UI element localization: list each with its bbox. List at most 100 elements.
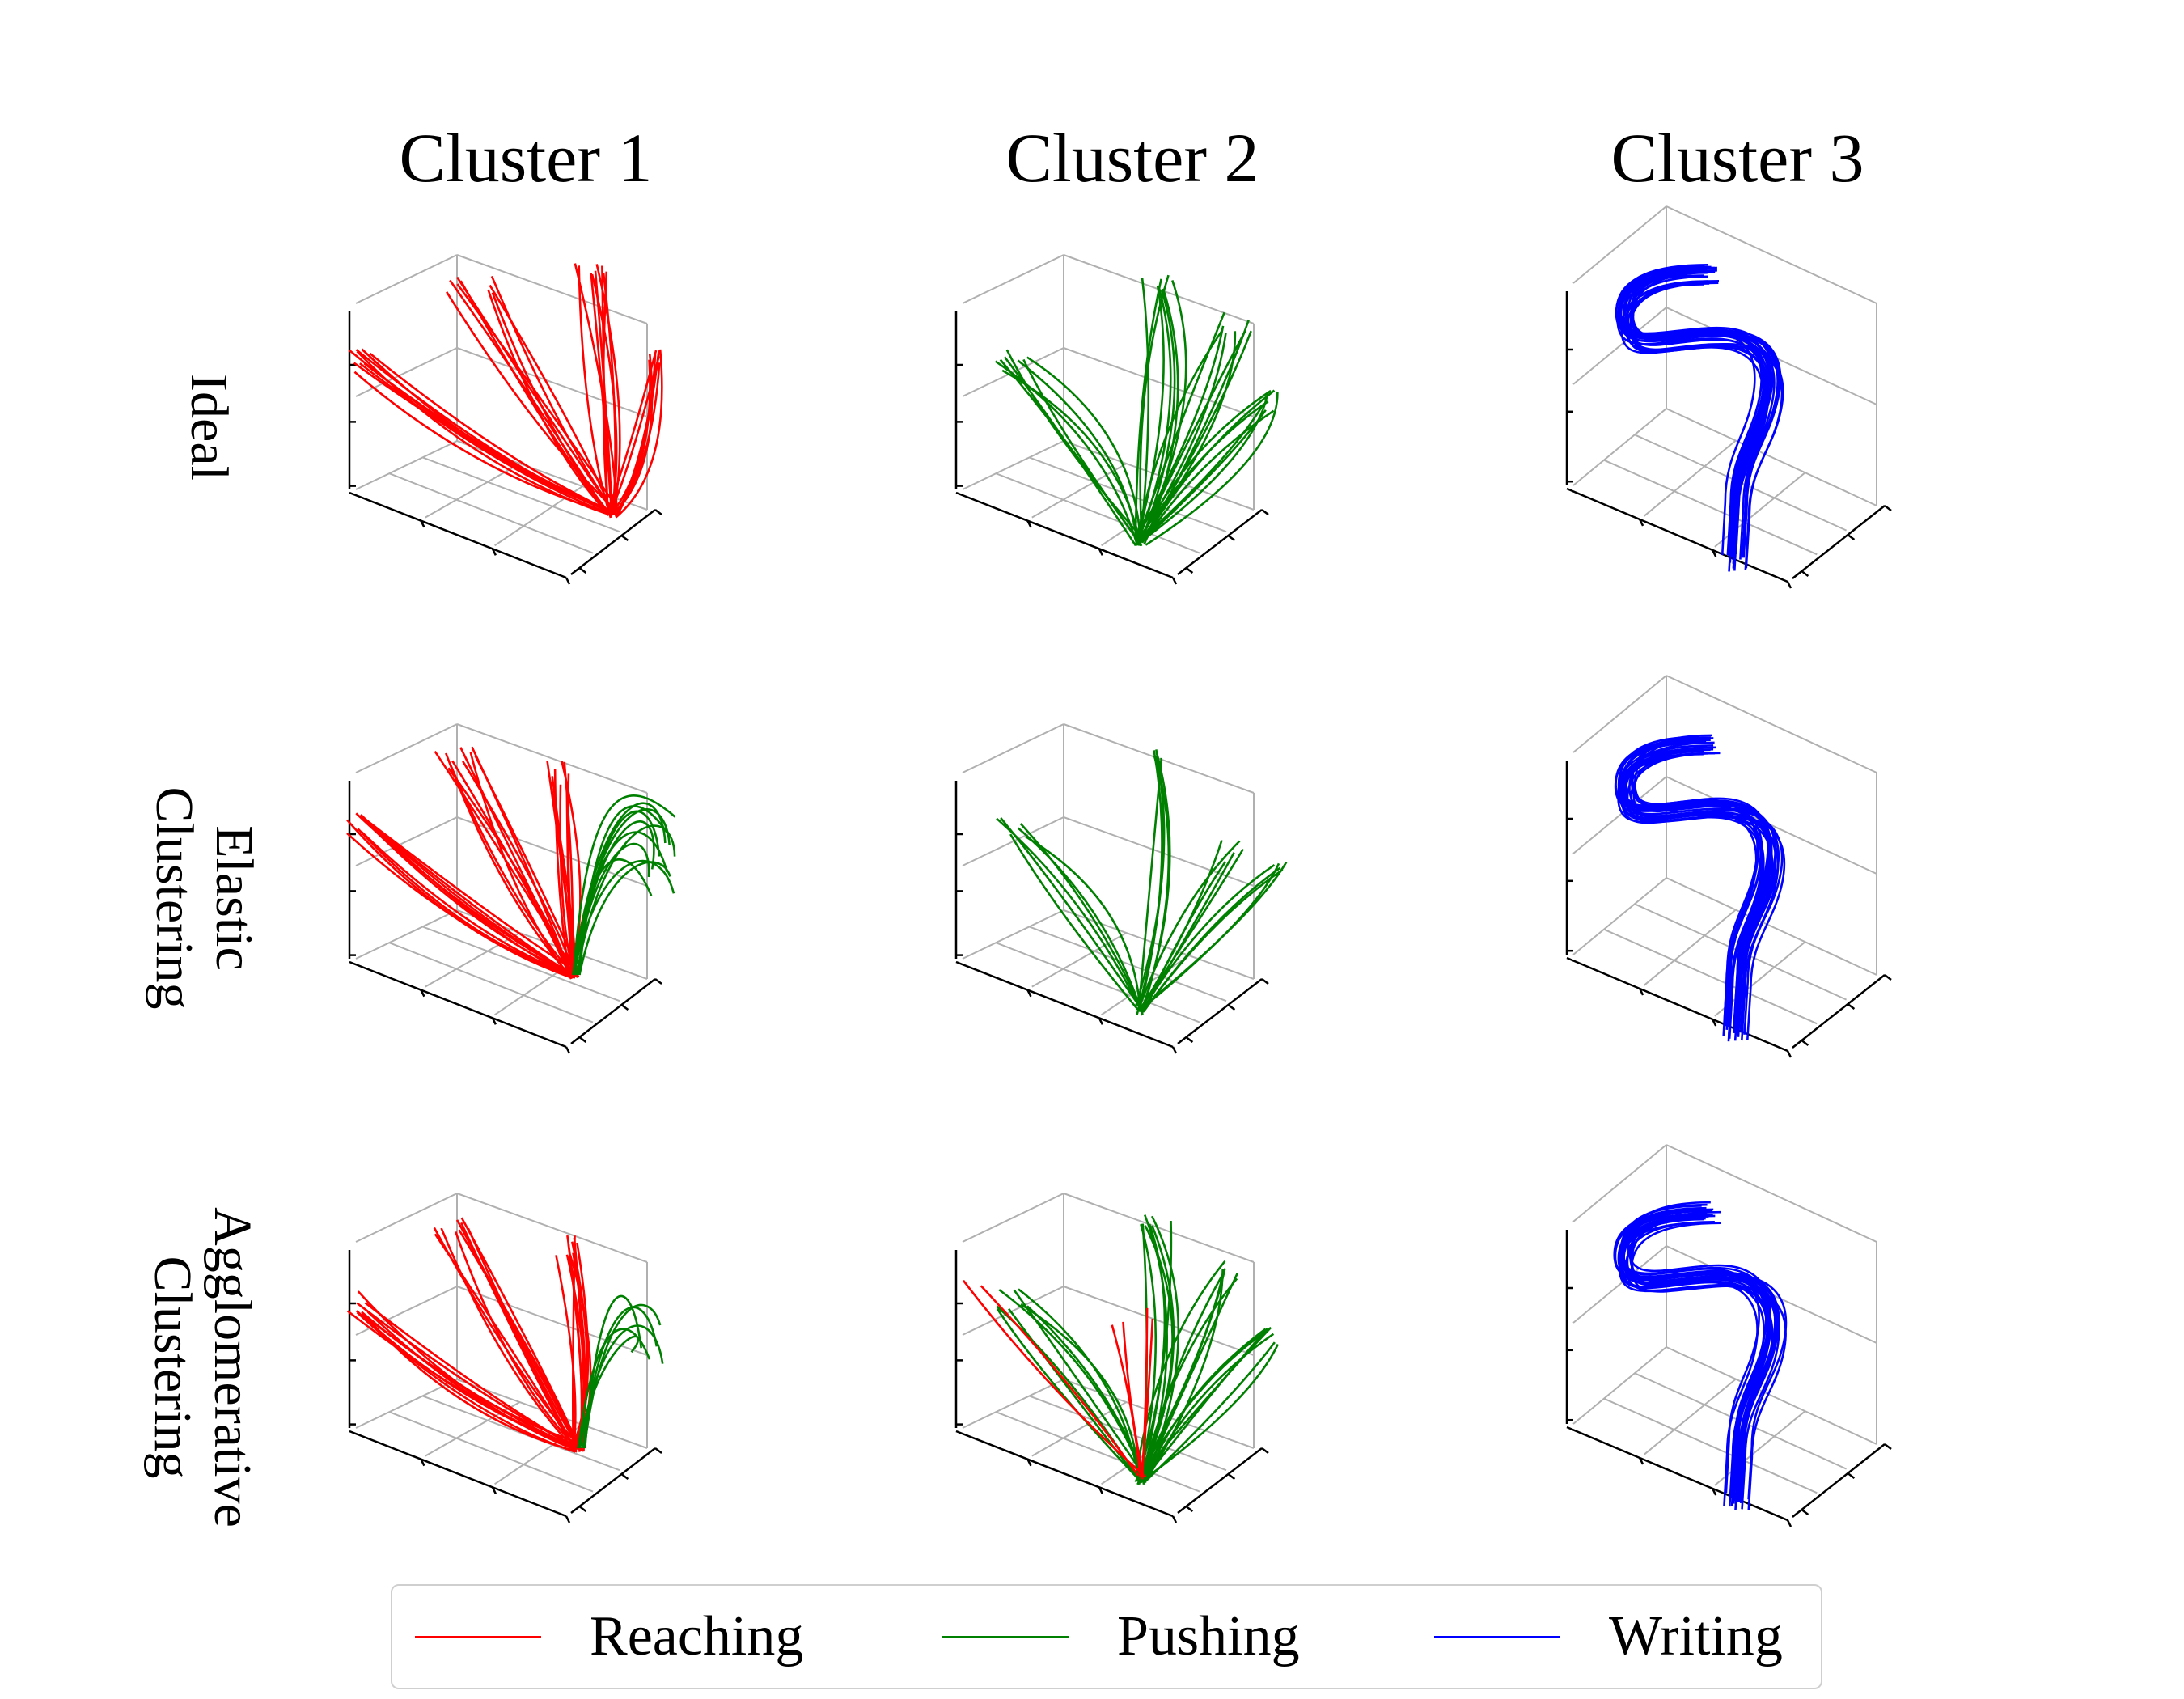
gridline <box>1572 1144 1667 1222</box>
panel-ideal-cluster-1 <box>348 254 663 585</box>
legend-swatch-pushing <box>942 1635 1069 1638</box>
trajectory-line <box>612 362 661 515</box>
axis-line <box>1098 1486 1103 1494</box>
axis-line <box>955 960 1174 1049</box>
axis-line <box>1792 1443 1886 1518</box>
trajectory-line <box>1141 1277 1238 1479</box>
trajectory-line <box>1136 861 1288 1012</box>
trajectory-line <box>456 276 617 517</box>
gridline <box>1603 928 1818 1025</box>
gridline <box>456 1286 648 1356</box>
gridline <box>962 254 1064 304</box>
axis-line <box>1786 1050 1792 1058</box>
axis-line <box>570 1447 656 1514</box>
gridline <box>355 254 458 304</box>
trajectory-line <box>1141 330 1252 541</box>
axis-line <box>654 978 662 985</box>
trajectory-line <box>1111 1324 1141 1477</box>
trajectory-line <box>440 1227 578 1452</box>
axis-line <box>1712 1488 1717 1496</box>
trajectory-line <box>1134 278 1162 540</box>
gridline <box>1666 1144 1877 1243</box>
legend: Reaching Pushing Writing <box>391 1584 1822 1689</box>
trajectory-line <box>1017 359 1139 544</box>
axis-line <box>491 1486 497 1494</box>
axis-line <box>491 1017 497 1025</box>
legend-label-pushing: Pushing <box>1117 1605 1300 1667</box>
panel-elastic-cluster-3 <box>1565 675 1892 1058</box>
trajectory-line <box>1624 265 1763 553</box>
trajectory-line <box>1144 866 1281 1011</box>
gridline <box>1031 463 1128 519</box>
gridline <box>1572 408 1667 486</box>
axis-line <box>570 509 656 575</box>
axis-line <box>1801 570 1809 577</box>
trajectory-line <box>584 1294 642 1449</box>
panel-agglomerative-cluster-3 <box>1565 1144 1892 1527</box>
axis-line <box>1177 1447 1263 1514</box>
gridline <box>1714 1410 1806 1486</box>
axis-line <box>1847 534 1856 540</box>
trajectory-line <box>1136 1326 1272 1481</box>
axis-line <box>1026 1459 1032 1467</box>
gridline <box>1666 1346 1877 1445</box>
trajectory-line <box>610 354 657 515</box>
trajectory-line <box>446 291 617 512</box>
gridline <box>962 1193 1064 1243</box>
panel-ideal-cluster-3 <box>1565 205 1892 589</box>
axis-line <box>1566 487 1788 583</box>
trajectory-line <box>566 784 574 972</box>
gridline <box>962 347 1064 397</box>
gridline <box>355 440 458 490</box>
trajectory-line <box>574 263 618 511</box>
trajectory-line <box>491 292 612 516</box>
axis-line <box>1185 1506 1194 1512</box>
gridline <box>422 1395 620 1472</box>
trajectory-line <box>1627 1201 1771 1490</box>
gridline <box>388 472 594 554</box>
trajectory-line <box>447 767 573 974</box>
axis-line <box>1227 1004 1236 1011</box>
axis-line <box>654 509 662 515</box>
gridline <box>1643 909 1737 986</box>
trajectory-line <box>1145 392 1279 546</box>
gridline <box>1666 408 1877 506</box>
axis-line <box>578 1036 587 1043</box>
axis-line <box>1261 978 1269 985</box>
trajectory-line <box>578 861 671 976</box>
trajectory-line <box>998 1289 1147 1484</box>
legend-swatch-reaching <box>415 1635 541 1638</box>
trajectory-line <box>359 362 612 515</box>
axis-line <box>1638 988 1644 996</box>
trajectory-line <box>1620 1209 1771 1498</box>
trajectory-line <box>1009 833 1139 1011</box>
gridline <box>1063 1286 1255 1356</box>
axis-line <box>1786 581 1792 589</box>
trajectory-line <box>360 831 579 979</box>
axis-line <box>1712 1019 1717 1027</box>
axis-line <box>1227 535 1236 541</box>
trajectory-line <box>1139 750 1163 1008</box>
axis-line <box>1801 1040 1809 1046</box>
gridline <box>1572 877 1667 955</box>
axis-line <box>420 1459 425 1467</box>
axis-line <box>620 1004 629 1011</box>
gridline <box>1572 1245 1667 1324</box>
legend-label-writing: Writing <box>1609 1605 1783 1667</box>
trajectory-line <box>1620 752 1764 1042</box>
gridline <box>355 1379 458 1429</box>
axis-line <box>1227 1473 1236 1480</box>
axis-line <box>491 548 497 556</box>
column-title-cluster-3: Cluster 3 <box>1610 119 1864 197</box>
gridline <box>355 909 458 960</box>
trajectory-line <box>363 362 612 512</box>
gridline <box>995 942 1200 1023</box>
trajectory-line <box>1626 269 1767 558</box>
trajectory-line <box>1614 1210 1771 1499</box>
axis-line <box>1884 505 1892 511</box>
gridline <box>1572 675 1667 753</box>
gridline <box>1063 347 1255 417</box>
axis-line <box>1177 509 1263 575</box>
trajectory-line <box>1620 1203 1771 1493</box>
trajectory-line <box>1018 1288 1141 1478</box>
